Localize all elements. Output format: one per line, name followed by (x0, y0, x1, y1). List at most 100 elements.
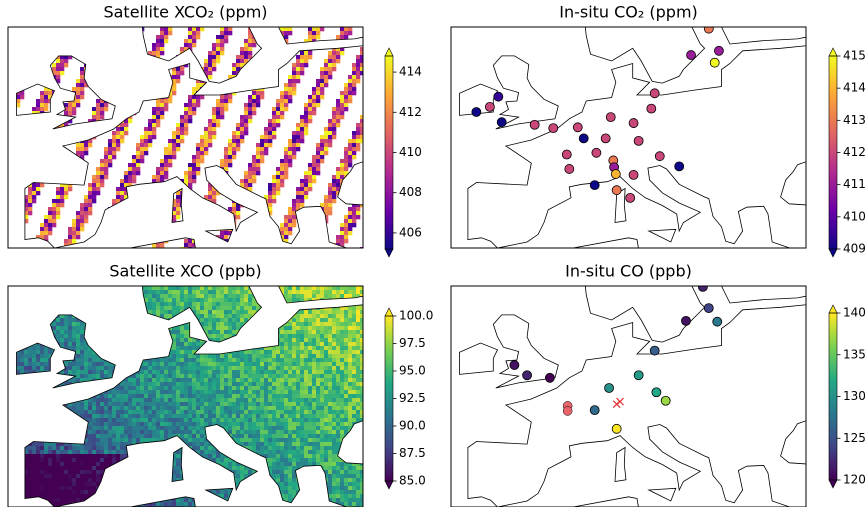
raster-cell (180, 183, 185, 188)
raster-cell (8, 286, 13, 291)
raster-cell (104, 330, 109, 335)
raster-cell (336, 390, 341, 395)
raster-cell (28, 199, 33, 204)
raster-cell (300, 67, 305, 72)
raster-cell (248, 43, 253, 48)
raster-cell (292, 354, 297, 359)
raster-cell (8, 350, 13, 355)
raster-cell (348, 306, 353, 311)
raster-cell (344, 322, 349, 327)
raster-cell (292, 342, 297, 347)
raster-cell (212, 59, 217, 64)
raster-cell (356, 338, 361, 343)
raster-cell (232, 398, 237, 403)
raster-cell (276, 239, 281, 244)
raster-cell (88, 378, 93, 383)
raster-cell (120, 330, 125, 335)
raster-cell (348, 386, 353, 391)
raster-cell (120, 123, 125, 128)
raster-cell (324, 354, 329, 359)
raster-cell (284, 227, 289, 232)
raster-cell (192, 155, 197, 160)
raster-cell (360, 290, 363, 295)
raster-cell (248, 390, 253, 395)
raster-cell (128, 39, 133, 44)
raster-cell (28, 402, 33, 407)
raster-cell (312, 163, 317, 168)
raster-cell (148, 370, 153, 375)
raster-cell (224, 346, 229, 351)
raster-cell (52, 330, 57, 335)
station (484, 102, 495, 112)
raster-cell (256, 103, 261, 108)
colorbar-cell (829, 139, 837, 144)
raster-cell (188, 171, 193, 176)
raster-cell (60, 131, 65, 136)
raster-cell (324, 322, 329, 327)
raster-cell (84, 390, 89, 395)
raster-cell (112, 346, 117, 351)
raster-cell (100, 342, 105, 347)
raster-cell (260, 294, 265, 299)
map-area (459, 27, 806, 248)
raster-cell (176, 394, 181, 399)
raster-cell (20, 362, 25, 367)
raster-cell (264, 290, 269, 295)
raster-cell (156, 346, 161, 351)
raster-cell (148, 67, 153, 72)
raster-cell (28, 318, 33, 323)
raster-cell (136, 302, 141, 307)
raster-cell (256, 83, 261, 88)
raster-cell (128, 342, 133, 347)
raster-cell (332, 294, 337, 299)
raster-cell (136, 322, 141, 327)
raster-cell (80, 346, 85, 351)
raster-cell (20, 223, 25, 228)
raster-cell (328, 386, 333, 391)
raster-cell (356, 378, 361, 383)
raster-cell (336, 306, 341, 311)
raster-cell (328, 314, 333, 319)
raster-cell (136, 35, 141, 40)
raster-cell (228, 159, 233, 164)
raster-cell (284, 366, 289, 371)
raster-cell (96, 47, 101, 52)
raster-cell (272, 51, 277, 56)
raster-cell (168, 159, 173, 164)
raster-cell (124, 310, 129, 315)
raster-cell (72, 155, 77, 160)
raster-cell (344, 95, 349, 100)
raster-cell (216, 175, 221, 180)
raster-cell (212, 370, 217, 375)
raster-cell (28, 131, 33, 136)
raster-cell (128, 362, 133, 367)
raster-cell (20, 294, 25, 299)
raster-cell (36, 99, 41, 104)
raster-cell (212, 322, 217, 327)
raster-cell (164, 310, 169, 315)
raster-cell (316, 350, 321, 355)
raster-cell (228, 390, 233, 395)
raster-cell (108, 155, 113, 160)
raster-cell (300, 286, 305, 291)
raster-cell (108, 227, 113, 232)
raster-cell (12, 306, 17, 311)
raster-cell (280, 326, 285, 331)
raster-cell (72, 290, 77, 295)
raster-cell (108, 211, 113, 216)
raster-cell (8, 390, 13, 395)
raster-cell (80, 219, 85, 224)
raster-cell (124, 175, 129, 180)
raster-cell (200, 298, 205, 303)
colorbar-cell (385, 175, 393, 179)
raster-cell (276, 39, 281, 44)
raster-cell (200, 358, 205, 363)
raster-cell (180, 366, 185, 371)
raster-cell (120, 326, 125, 331)
raster-cell (184, 302, 189, 307)
raster-cell (12, 159, 17, 164)
raster-cell (48, 298, 53, 303)
raster-cell (340, 99, 345, 104)
raster-cell (332, 183, 337, 188)
raster-cell (100, 51, 105, 56)
